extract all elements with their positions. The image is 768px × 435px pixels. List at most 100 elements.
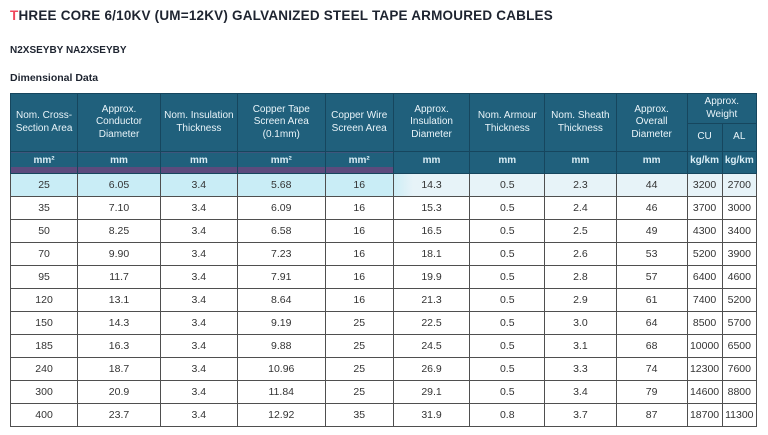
col-header-weight-cu: CU [686,123,723,152]
data-cell: 3400 [721,219,758,243]
col-header-insulation-thickness: Nom. Insulation Thickness [159,93,238,152]
col-header-insulation-diameter: Approx. Insulation Diameter [392,93,471,152]
data-cell: 0.5 [469,334,546,358]
data-cell: 64 [615,311,688,335]
data-cell: 3200 [686,173,723,197]
data-cell: 25 [324,357,394,381]
data-cell: 26.9 [392,357,471,381]
data-cell: 10.96 [236,357,326,381]
data-cell: 3.4 [159,219,238,243]
dimensional-data-table: Nom. Cross-Section Area Approx. Conducto… [9,93,758,427]
data-cell: 9.90 [77,242,161,266]
data-cell: 0.5 [469,219,546,243]
unit-cell: mm [544,151,617,174]
unit-cell: mm [159,151,238,174]
data-cell: 16 [324,288,394,312]
data-cell: 5700 [721,311,758,335]
data-cell: 10000 [686,334,723,358]
data-cell: 5.68 [236,173,326,197]
unit-cell: mm² [324,151,394,174]
data-cell: 16.3 [77,334,161,358]
data-cell: 4300 [686,219,723,243]
data-cell: 150 [9,311,79,335]
data-cell: 0.5 [469,380,546,404]
col-header-overall-diameter: Approx. Overall Diameter [615,93,688,152]
data-cell: 12300 [686,357,723,381]
table-row: 150 14.3 3.4 9.19 25 22.5 0.5 3.0 64 8500 5700 [9,311,758,335]
data-cell: 3.4 [159,265,238,289]
data-cell: 16 [324,265,394,289]
table-row: 240 18.7 3.4 10.96 25 26.9 0.5 3.3 74 12300 7600 [9,357,758,381]
data-cell: 7600 [721,357,758,381]
data-cell: 31.9 [392,403,471,427]
data-cell: 5200 [686,242,723,266]
data-cell: 4600 [721,265,758,289]
data-cell: 25 [324,380,394,404]
data-cell: 49 [615,219,688,243]
data-cell: 3900 [721,242,758,266]
table-body: 25 6.05 3.4 5.68 16 14.3 0.5 2.3 44 3200 2700 35 7.1… [9,173,758,427]
data-cell: 19.9 [392,265,471,289]
table-row: 70 9.90 3.4 7.23 16 18.1 0.5 2.6 53 5200 3900 [9,242,758,266]
data-cell: 3700 [686,196,723,220]
data-cell: 7.23 [236,242,326,266]
data-cell: 0.5 [469,311,546,335]
table-row: 25 6.05 3.4 5.68 16 14.3 0.5 2.3 44 3200 2700 [9,173,758,197]
data-cell: 46 [615,196,688,220]
data-cell: 2.5 [544,219,617,243]
data-cell: 2.8 [544,265,617,289]
data-cell: 87 [615,403,688,427]
data-cell: 6.09 [236,196,326,220]
data-cell: 120 [9,288,79,312]
data-cell: 3.4 [159,403,238,427]
data-cell: 50 [9,219,79,243]
data-cell: 13.1 [77,288,161,312]
data-cell: 2.4 [544,196,617,220]
col-header-conductor-diameter: Approx. Conductor Diameter [77,93,161,152]
table-row: 50 8.25 3.4 6.58 16 16.5 0.5 2.5 49 4300 3400 [9,219,758,243]
table-row: 185 16.3 3.4 9.88 25 24.5 0.5 3.1 68 10000 6500 [9,334,758,358]
data-cell: 18700 [686,403,723,427]
data-cell: 3.4 [159,242,238,266]
unit-cell: kg/km [686,151,723,174]
data-cell: 0.5 [469,196,546,220]
data-cell: 185 [9,334,79,358]
data-cell: 2.9 [544,288,617,312]
data-cell: 3.4 [544,380,617,404]
col-header-copper-tape-screen: Copper Tape Screen Area (0.1mm) [236,93,326,152]
data-cell: 0.8 [469,403,546,427]
data-cell: 70 [9,242,79,266]
data-cell: 6400 [686,265,723,289]
data-cell: 3.0 [544,311,617,335]
data-cell: 240 [9,357,79,381]
unit-cell: mm [392,151,471,174]
data-cell: 3.4 [159,196,238,220]
data-cell: 0.5 [469,265,546,289]
data-cell: 3.1 [544,334,617,358]
data-cell: 18.1 [392,242,471,266]
data-cell: 11300 [721,403,758,427]
data-cell: 9.88 [236,334,326,358]
data-cell: 16 [324,173,394,197]
data-cell: 3.7 [544,403,617,427]
cable-type-codes: N2XSEYBY NA2XSEYBY [10,45,127,56]
data-cell: 25 [324,334,394,358]
table-row: 35 7.10 3.4 6.09 16 15.3 0.5 2.4 46 3700 3000 [9,196,758,220]
data-cell: 0.5 [469,288,546,312]
data-cell: 0.5 [469,242,546,266]
data-cell: 0.5 [469,173,546,197]
data-cell: 8.25 [77,219,161,243]
col-header-copper-wire-screen: Copper Wire Screen Area [324,93,394,152]
data-cell: 14.3 [392,173,471,197]
col-header-sheath-thickness: Nom. Sheath Thickness [544,93,617,152]
data-cell: 14600 [686,380,723,404]
data-cell: 8.64 [236,288,326,312]
table-row: 300 20.9 3.4 11.84 25 29.1 0.5 3.4 79 14600 8800 [9,380,758,404]
unit-cell: mm [615,151,688,174]
data-cell: 79 [615,380,688,404]
data-cell: 61 [615,288,688,312]
data-cell: 3.4 [159,173,238,197]
unit-cell: mm² [236,151,326,174]
data-cell: 3.3 [544,357,617,381]
